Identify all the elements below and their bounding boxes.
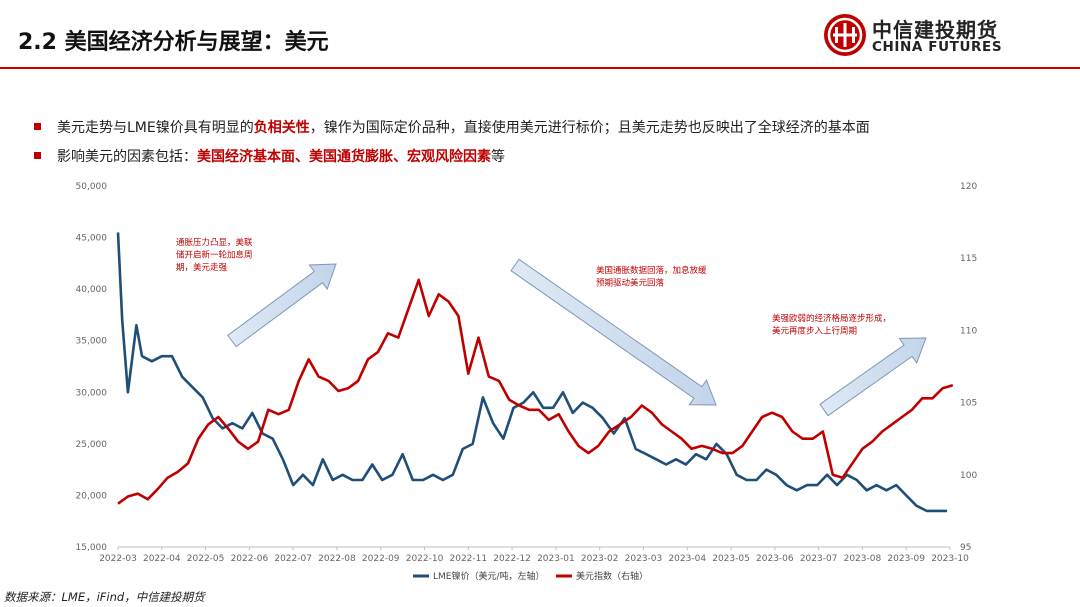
x-tick-label: 2022-10 [406, 554, 444, 564]
x-tick-label: 2022-05 [187, 554, 225, 564]
legend-label-nickel: LME镍价（美元/吨，左轴） [433, 570, 545, 582]
lme-nickel-line [116, 232, 948, 513]
legend-label-dollar: 美元指数（右轴） [576, 570, 648, 582]
trend-arrow-down [510, 258, 717, 406]
china-futures-logo [824, 14, 866, 56]
y-left-tick-label: 40,000 [76, 285, 108, 295]
logo-text-cn: 中信建投期货 [872, 18, 998, 42]
annotation-line: 预期驱动美元回落 [596, 278, 665, 289]
bullet-square-icon [34, 122, 41, 130]
x-tick-label: 2022-04 [143, 554, 181, 564]
annotation-1: 通胀压力凸显，美联储开启新一轮加息周期，美元走强 [176, 237, 253, 273]
x-tick-label: 2022-12 [493, 554, 531, 564]
x-tick-label: 2022-09 [362, 554, 400, 564]
y-left-tick-label: 30,000 [76, 388, 108, 398]
bullet-highlight: 美国经济基本面、美国通货膨胀、宏观风险因素 [197, 149, 491, 165]
dollar-index-line [117, 278, 954, 505]
y-right-tick-label: 100 [960, 471, 977, 481]
y-left-tick-label: 15,000 [76, 543, 108, 553]
x-tick-label: 2023-04 [668, 554, 706, 564]
y-left-tick-label: 45,000 [76, 234, 108, 244]
x-tick-label: 2023-06 [756, 554, 794, 564]
bullet-highlight: 负相关性 [253, 120, 310, 136]
x-tick-label: 2023-01 [537, 554, 575, 564]
trend-arrow-up-2 [819, 337, 927, 417]
data-source: 数据来源：LME，iFind，中信建投期货 [4, 590, 205, 604]
x-tick-label: 2023-10 [931, 554, 969, 564]
nickel-vs-dollar-chart: 15,000 20,000 25,000 30,000 35,000 40,000 45,0… [76, 182, 978, 582]
bullet-text: 美元走势与LME镍价具有明显的 [57, 120, 254, 136]
x-tick-label: 2023-05 [712, 554, 750, 564]
y-left-tick-label: 50,000 [76, 182, 108, 192]
y-right-tick-label: 120 [960, 182, 977, 192]
x-tick-label: 2023-07 [800, 554, 838, 564]
bullet-text: 影响美元的因素包括： [57, 149, 197, 165]
annotation-line: 通胀压力凸显，美联 [176, 237, 253, 248]
title-divider [0, 67, 1080, 69]
y-right-tick-label: 115 [960, 254, 977, 264]
bullet-correlation: 美元走势与LME镍价具有明显的负相关性，镍作为国际定价品种，直接使用美元进行标价… [34, 117, 870, 137]
annotation-line: 期，美元走强 [176, 262, 228, 273]
bullet-text: 等 [491, 149, 505, 165]
bullet-factors: 影响美元的因素包括：美国经济基本面、美国通货膨胀、宏观风险因素等 [34, 146, 505, 166]
x-tick-label: 2022-08 [318, 554, 356, 564]
page-title: 2.2 美国经济分析与展望：美元 [18, 30, 329, 55]
x-tick-label: 2022-03 [99, 554, 137, 564]
y-right-tick-label: 110 [960, 326, 977, 336]
x-tick-label: 2023-09 [887, 554, 925, 564]
annotation-line: 储开启新一轮加息周 [176, 250, 253, 261]
x-tick-label: 2023-08 [844, 554, 882, 564]
y-right-tick-label: 95 [960, 543, 971, 553]
annotation-3: 美强欧弱的经济格局逐步形成， 美元再度步入上行周期 [772, 313, 891, 337]
x-tick-label: 2023-03 [625, 554, 663, 564]
trend-arrow-up-1 [227, 263, 337, 348]
x-tick-label: 2022-11 [450, 554, 488, 564]
y-left-tick-label: 35,000 [76, 337, 108, 347]
annotation-line: 美元再度步入上行周期 [772, 326, 857, 337]
logo-text-en: CHINA FUTURES [872, 39, 1003, 55]
annotation-line: 美国通胀数据回落，加息放缓 [596, 265, 707, 276]
x-tick-label: 2022-06 [231, 554, 269, 564]
y-left-tick-label: 25,000 [76, 440, 108, 450]
bullet-text: ，镍作为国际定价品种，直接使用美元进行标价；且美元走势也反映出了全球经济的基本面 [309, 120, 870, 136]
bullet-square-icon [34, 151, 41, 159]
x-tick-label: 2022-07 [274, 554, 312, 564]
annotation-line: 美强欧弱的经济格局逐步形成， [772, 313, 891, 324]
annotation-2: 美国通胀数据回落，加息放缓预期驱动美元回落 [596, 265, 707, 289]
x-tick-label: 2023-02 [581, 554, 619, 564]
y-right-tick-label: 105 [960, 399, 977, 409]
y-left-tick-label: 20,000 [76, 491, 108, 501]
